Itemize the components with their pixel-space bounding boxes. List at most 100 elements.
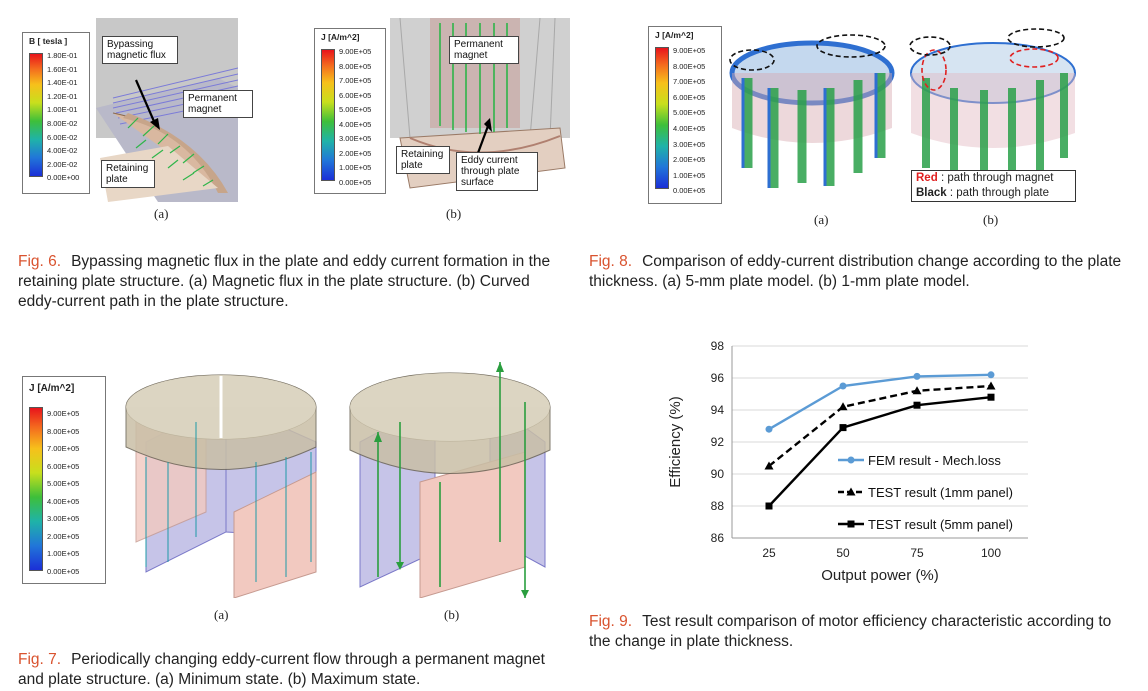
fig8-legend-title: J [A/m^2] xyxy=(655,30,694,40)
y-tick-label-2: 90 xyxy=(711,467,725,481)
legend-marker-0 xyxy=(847,456,855,464)
fig6b-tick-labels: 9.00E+05 8.00E+05 7.00E+05 6.00E+05 5.00E+05… xyxy=(339,45,371,190)
series-0-point-3 xyxy=(987,371,995,379)
x-tick-label-0: 25 xyxy=(762,546,776,560)
fig6a-legend: B [ tesla ] 1.80E-01 1.60E-01 1.40E-01 1.20… xyxy=(22,32,90,194)
series-1-point-1 xyxy=(838,402,848,411)
fig6b-legend-tick-0: 9.00E+05 xyxy=(339,47,372,56)
fig7-legend-tick-4: 5.00E+05 xyxy=(47,479,80,488)
legend-marker-2 xyxy=(847,520,855,528)
fig6a-legend-tick-4: 1.00E-01 xyxy=(47,105,78,115)
fig6-caption-label: Fig. 6. xyxy=(18,253,62,270)
fig8-legend-tick-4: 5.00E+05 xyxy=(673,108,706,118)
fig8-color-bar xyxy=(655,47,669,189)
fig7-legend-tick-6: 3.00E+05 xyxy=(47,514,80,523)
series-2-point-0 xyxy=(765,502,773,510)
fig7-tick-labels: 9.00E+05 8.00E+05 7.00E+05 6.00E+05 5.00E+05… xyxy=(47,405,79,580)
fig7-legend-tick-1: 8.00E+05 xyxy=(47,426,80,436)
fig7-color-bar xyxy=(29,407,43,571)
fig8-caption-text: Comparison of eddy-current distribution … xyxy=(589,253,1122,290)
series-2-point-3 xyxy=(987,393,995,401)
fig6b-legend-tick-7: 2.00E+05 xyxy=(339,148,372,158)
fig6b-callout-magnet: Permanent magnet xyxy=(449,36,519,64)
fig8-legend-tick-1: 8.00E+05 xyxy=(673,61,706,71)
legend-marker-1 xyxy=(846,487,856,496)
fig7a-eddy-plot xyxy=(125,374,317,599)
fig8-note-black-text: : path through plate xyxy=(949,187,1049,199)
y-tick-label-6: 98 xyxy=(711,339,725,353)
series-line-2 xyxy=(768,396,992,507)
fig6b-legend-tick-9: 0.00E+05 xyxy=(339,177,372,187)
fig6a-legend-tick-1: 1.60E-01 xyxy=(47,64,78,74)
fig9-caption-text: Test result comparison of motor efficien… xyxy=(589,613,1112,650)
fig6a-legend-tick-6: 6.00E-02 xyxy=(47,132,78,142)
y-axis-label: Efficiency (%) xyxy=(667,396,684,487)
fig7b-image xyxy=(340,362,560,599)
fig8a-image xyxy=(726,18,898,198)
fig9-caption-label: Fig. 9. xyxy=(589,613,633,630)
fig8a-sublabel: (a) xyxy=(814,212,829,227)
fig8-legend-tick-3: 6.00E+05 xyxy=(673,92,706,102)
series-2-point-2 xyxy=(913,401,921,409)
fig6a-legend-title: B [ tesla ] xyxy=(29,36,68,46)
fig6b-legend-title: J [A/m^2] xyxy=(321,32,360,42)
fig9-efficiency-chart: 86 88 90 92 94 96 98 25 50 75 100 Output power (%) E… xyxy=(667,339,1028,584)
series-0-point-1 xyxy=(839,382,847,390)
series-0-point-0 xyxy=(765,425,773,433)
fig7-caption-text: Periodically changing eddy-current flow … xyxy=(18,651,545,688)
fig6-caption: Fig. 6. Bypassing magnetic flux in the pl… xyxy=(18,252,566,312)
series-2-point-1 xyxy=(839,424,847,432)
fig8-legend-tick-5: 4.00E+05 xyxy=(673,123,706,133)
fig6a-legend-tick-7: 4.00E-02 xyxy=(47,146,78,156)
fig6b-callout-eddy: Eddy current through plate surface xyxy=(456,152,538,191)
fig9-caption: Fig. 9. Test result comparison of motor e… xyxy=(589,612,1137,652)
fig6a-legend-tick-5: 8.00E-02 xyxy=(47,118,78,128)
legend-label-0: FEM result - Mech.loss xyxy=(868,453,1001,468)
fig6a-legend-tick-0: 1.80E-01 xyxy=(47,51,78,60)
fig8-caption-label: Fig. 8. xyxy=(589,253,633,270)
fig8-legend-tick-6: 3.00E+05 xyxy=(673,139,706,149)
series-line-1 xyxy=(768,384,992,467)
fig6a-legend-tick-3: 1.20E-01 xyxy=(47,91,78,101)
fig6a-callout-flux: Bypassing magnetic flux xyxy=(102,36,178,64)
fig6b-sublabel: (b) xyxy=(446,206,462,221)
series-0-point-2 xyxy=(913,372,921,380)
fig6a-legend-tick-9: 0.00E+00 xyxy=(47,173,80,183)
fig8-path-note: Red : path through magnet Black : path t… xyxy=(911,170,1076,202)
fig8-legend-tick-8: 1.00E+05 xyxy=(673,170,706,180)
fig6b-legend-tick-8: 1.00E+05 xyxy=(339,163,372,172)
fig6b-legend-tick-1: 8.00E+05 xyxy=(339,61,372,71)
x-axis-label: Output power (%) xyxy=(821,567,939,584)
fig6b-legend: J [A/m^2] 9.00E+05 8.00E+05 7.00E+05 6.00E+… xyxy=(314,28,386,194)
x-tick-label-3: 100 xyxy=(981,546,1001,560)
fig7-legend-title: J [A/m^2] xyxy=(29,383,75,394)
fig8-note-red-text: : path through magnet xyxy=(940,172,1054,184)
fig7b-sublabel: (b) xyxy=(444,607,460,622)
fig7a-image xyxy=(116,362,326,599)
series-line-0 xyxy=(768,373,992,431)
fig6b-legend-tick-5: 4.00E+05 xyxy=(339,119,372,129)
fig7a-sublabel: (a) xyxy=(214,607,229,622)
fig8-legend-tick-0: 9.00E+05 xyxy=(673,46,706,55)
fig6-caption-text: Bypassing magnetic flux in the plate and… xyxy=(18,253,551,310)
fig6b-legend-tick-3: 6.00E+05 xyxy=(339,90,372,100)
fig6b-legend-tick-2: 7.00E+05 xyxy=(339,76,372,85)
fig8-legend: J [A/m^2] 9.00E+05 8.00E+05 7.00E+05 6.00E+… xyxy=(648,26,722,204)
fig8-note-black-key: Black xyxy=(916,187,947,199)
fig7-legend-tick-7: 2.00E+05 xyxy=(47,531,80,541)
fig9-chart: 86 88 90 92 94 96 98 25 50 75 100 Output power (%) E… xyxy=(650,330,1070,596)
fig6a-legend-tick-2: 1.40E-01 xyxy=(47,78,78,88)
fig6b-legend-tick-6: 3.00E+05 xyxy=(339,134,372,143)
fig8b-eddy-plot xyxy=(909,28,1076,183)
fig8b-image xyxy=(904,18,1082,202)
fig6b-color-bar xyxy=(321,49,335,181)
fig6a-callout-magnet: Permanent magnet xyxy=(183,90,253,118)
fig7-caption: Fig. 7. Periodically changing eddy-curren… xyxy=(18,650,566,690)
fig8-legend-tick-7: 2.00E+05 xyxy=(673,155,706,165)
fig7b-eddy-plot xyxy=(349,362,551,599)
fig6a-sublabel: (a) xyxy=(154,206,169,221)
y-tick-label-3: 92 xyxy=(711,435,725,449)
fig8-caption: Fig. 8. Comparison of eddy-current distri… xyxy=(589,252,1137,292)
fig6a-callout-plate: Retaining plate xyxy=(101,160,155,188)
y-tick-label-5: 96 xyxy=(711,371,725,385)
